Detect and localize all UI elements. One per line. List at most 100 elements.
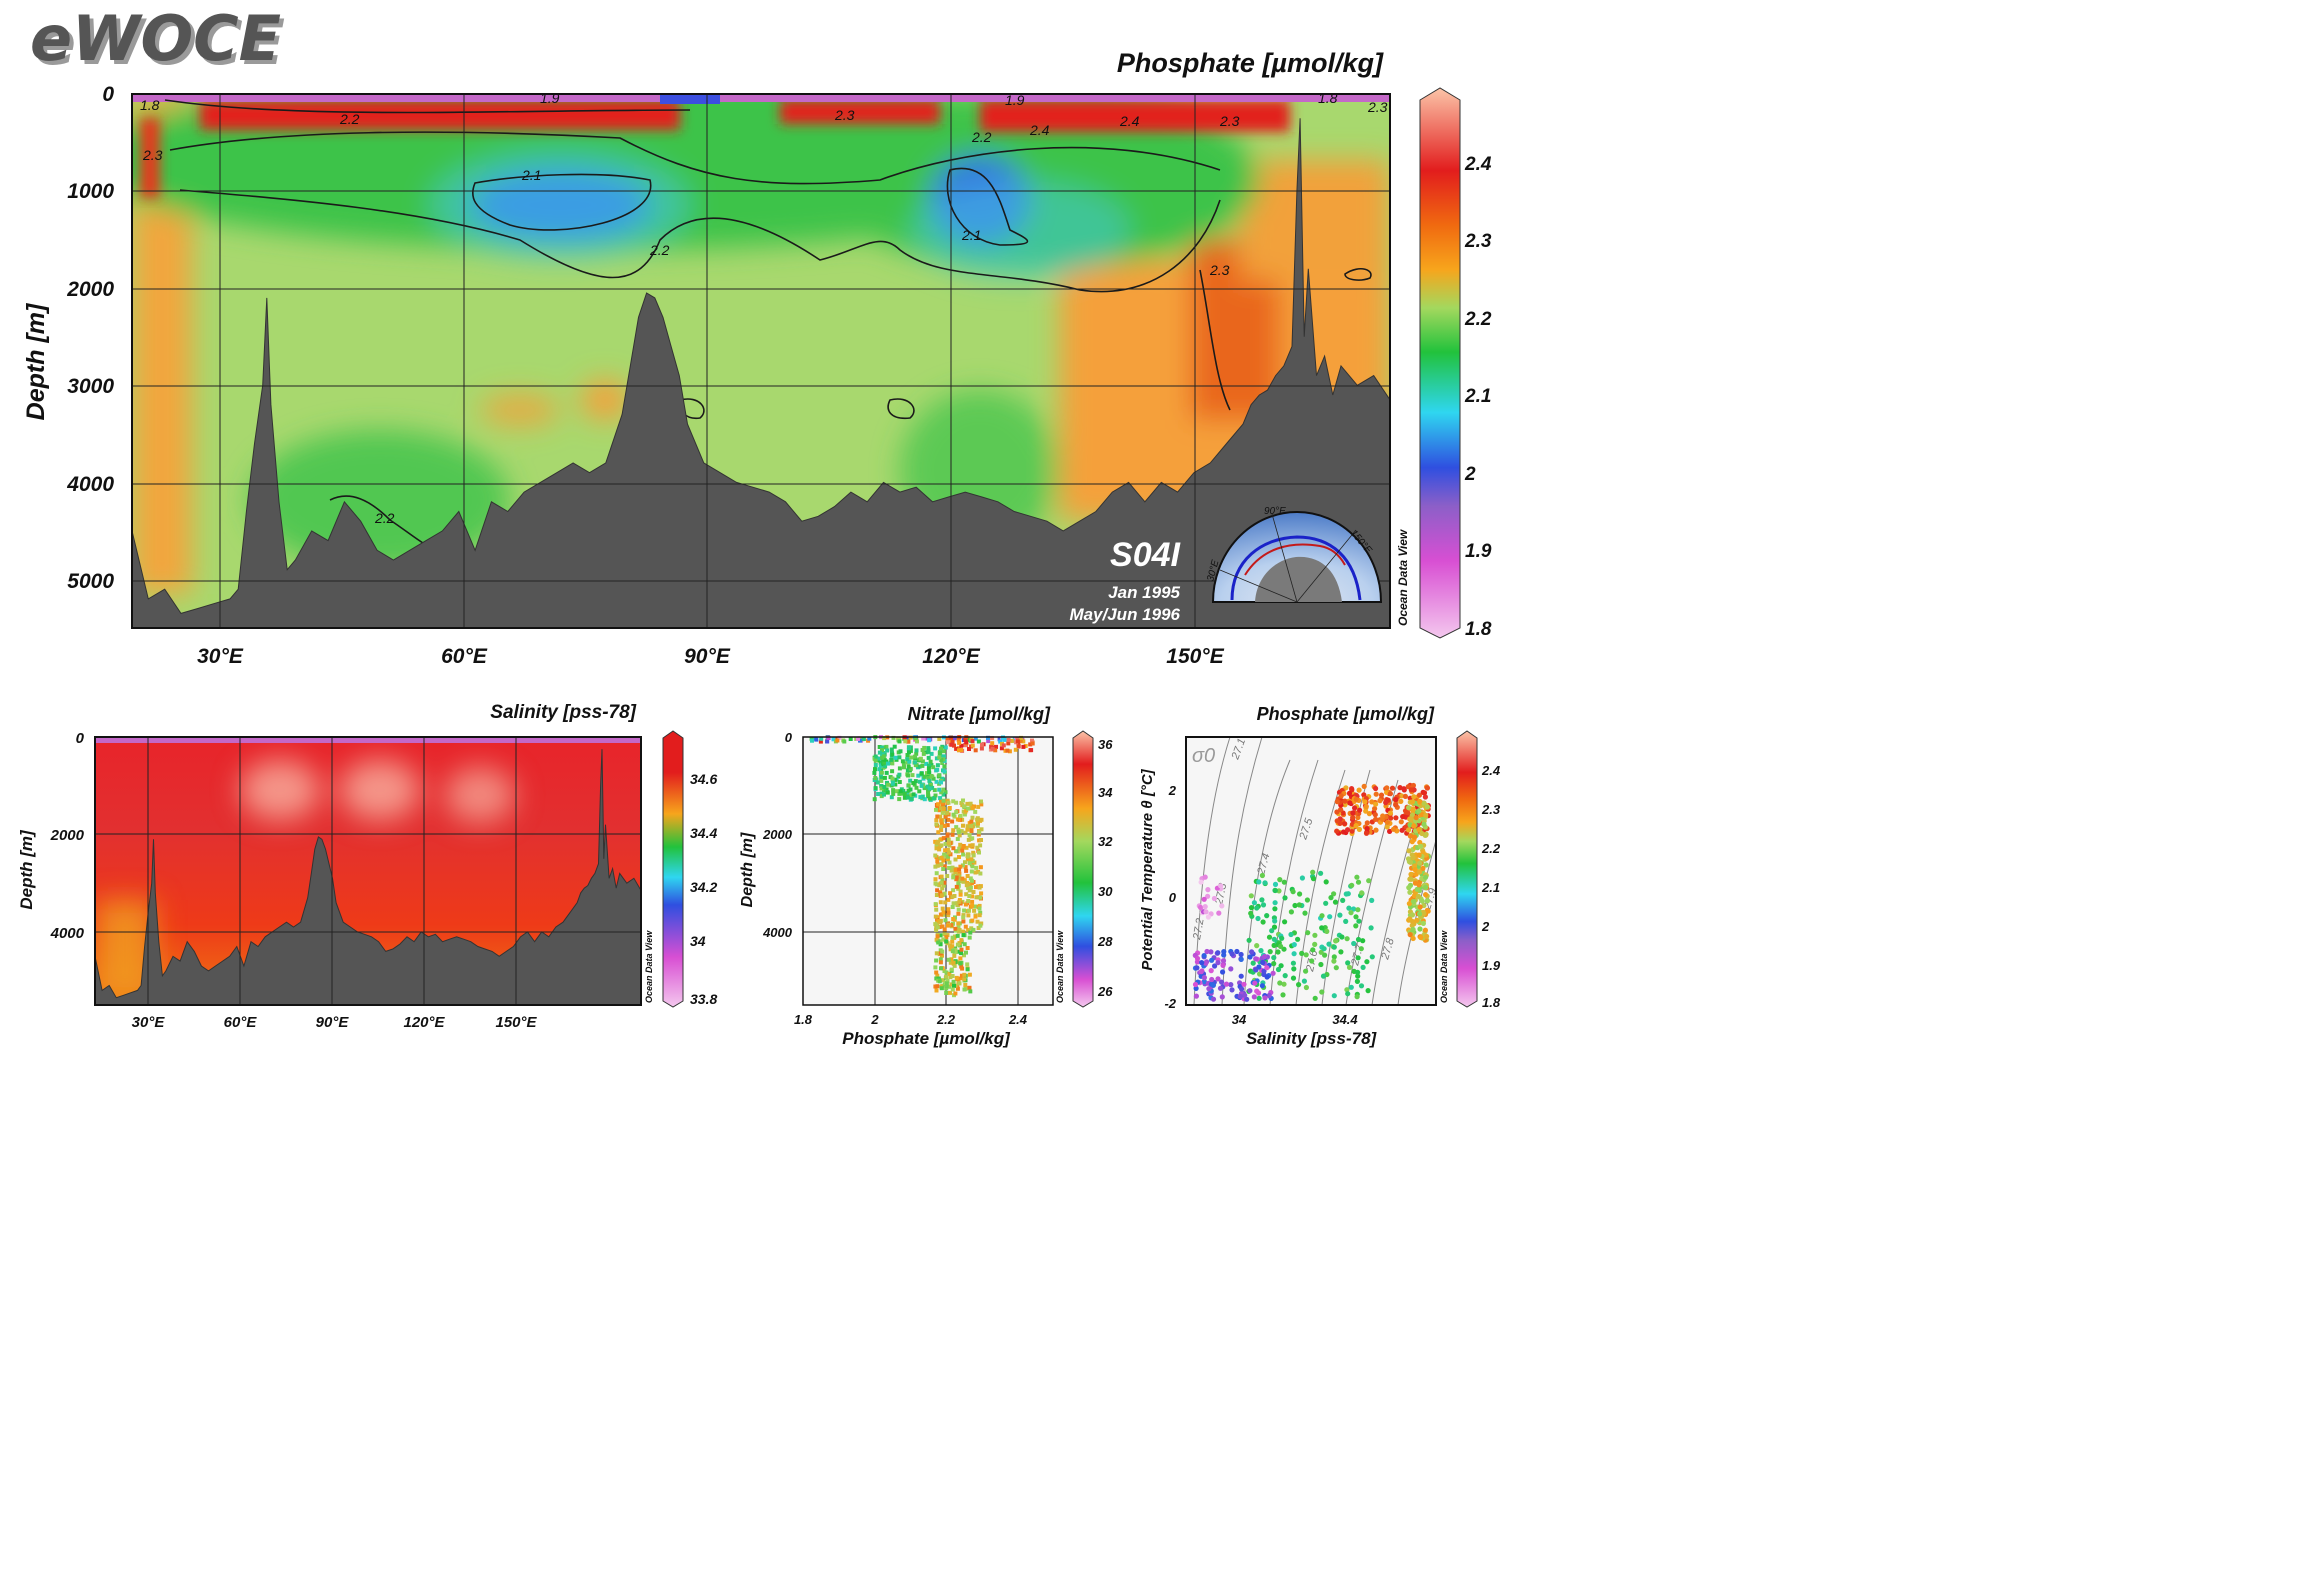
scatter-point: [948, 960, 953, 965]
scatter-point: [952, 953, 957, 958]
scatter-point: [934, 779, 939, 784]
scatter-point: [897, 766, 902, 771]
scatter-point: [913, 779, 918, 784]
scatter-point: [946, 957, 951, 962]
scatter-point: [979, 746, 984, 751]
scatter-point: [1399, 827, 1405, 833]
scatter-point: [980, 742, 984, 747]
scatter-point: [1256, 995, 1262, 1001]
scatter-point: [961, 844, 966, 848]
scatter-point: [1215, 976, 1221, 982]
scatter-point: [1219, 903, 1225, 909]
scatter-point: [818, 739, 823, 744]
scatter-point: [1272, 900, 1278, 906]
scatter-point: [882, 736, 887, 741]
scatter-point: [1393, 815, 1399, 821]
scatter-point: [943, 790, 948, 795]
scatter-point: [941, 978, 946, 983]
scatter-point: [1369, 954, 1375, 960]
colorbar-tick: 1.9: [1465, 541, 1492, 562]
scatter-point: [1373, 801, 1379, 807]
scatter-point: [940, 877, 945, 882]
scatter-point: [920, 759, 925, 764]
scatter-point: [1407, 932, 1413, 938]
scatter-point: [842, 739, 847, 744]
scatter-point: [917, 764, 922, 769]
scatter-point: [1388, 815, 1394, 821]
scatter-point: [959, 947, 964, 952]
scatter-point: [1030, 738, 1034, 743]
scatter-point: [952, 963, 957, 968]
scatter-point: [973, 736, 978, 741]
scatter-point: [965, 852, 970, 857]
scatter-point: [890, 769, 895, 774]
scatter-point: [884, 744, 889, 749]
scatter-point: [965, 824, 970, 829]
scatter-point: [884, 787, 889, 792]
scatter-point: [1349, 882, 1355, 888]
scatter-point: [941, 858, 946, 863]
scatter-point: [939, 837, 944, 842]
scatter-point: [1419, 898, 1425, 904]
scatter-point: [873, 786, 878, 791]
scatter-point: [1264, 965, 1270, 971]
scatter-point: [918, 795, 923, 800]
scatter-point: [939, 824, 944, 829]
scatter-point: [1400, 814, 1406, 820]
scatter-point: [1319, 989, 1325, 995]
scatter-point: [906, 745, 911, 750]
scatter-point: [928, 783, 933, 787]
scatter-point: [1355, 955, 1361, 961]
cruise-stations: [1244, 543, 1346, 576]
colorbar-tick: 34.6: [690, 771, 717, 787]
scatter-point: [979, 827, 984, 832]
scatter-point: [950, 944, 955, 949]
scatter-point: [954, 810, 959, 815]
scatter-point: [1001, 743, 1006, 748]
scatter-point: [961, 919, 966, 924]
x-tick-label: 90°E: [316, 1014, 350, 1031]
scatter-point: [940, 906, 945, 911]
scatter-point: [1358, 946, 1364, 952]
scatter-point: [940, 761, 945, 765]
scatter-point: [1326, 941, 1332, 947]
scatter-point: [1409, 799, 1415, 805]
scatter-point: [924, 761, 929, 766]
scatter-point: [1215, 950, 1221, 956]
scatter-point: [1406, 827, 1412, 833]
scatter-point: [1328, 895, 1334, 901]
scatter-point: [929, 751, 934, 756]
scatter-point: [908, 778, 913, 783]
scatter-point: [1355, 879, 1362, 885]
scatter-point: [1205, 914, 1211, 920]
nitrate-frame: [802, 736, 1054, 1006]
scatter-point: [1417, 911, 1423, 917]
scatter-point: [1410, 782, 1416, 789]
scatter-point: [881, 754, 886, 759]
scatter-point: [937, 737, 942, 741]
scatter-point: [1343, 891, 1349, 897]
scatter-point: [1409, 922, 1415, 929]
scatter-point: [974, 865, 979, 870]
scatter-point: [919, 783, 924, 788]
colorbar-tick: 34: [1098, 785, 1113, 800]
scatter-point: [946, 817, 951, 822]
scatter-point: [970, 815, 975, 820]
scatter-point: [879, 770, 884, 775]
y-tick-label: 4000: [66, 473, 114, 496]
scatter-point: [1264, 913, 1270, 919]
scatter-point: [1208, 949, 1214, 955]
scatter-point: [979, 921, 984, 926]
scatter-point: [934, 988, 939, 993]
scatter-point: [1253, 956, 1259, 962]
scatter-point: [1229, 987, 1235, 993]
scatter-point: [909, 793, 914, 798]
scatter-point: [970, 903, 975, 908]
scatter-point: [886, 782, 891, 787]
colorbar-tick: 2.2: [1464, 309, 1492, 330]
scatter-point: [961, 913, 966, 918]
scatter-point: [1408, 876, 1414, 882]
scatter-point: [934, 976, 939, 981]
scatter-point: [1378, 792, 1385, 798]
scatter-point: [970, 843, 975, 848]
